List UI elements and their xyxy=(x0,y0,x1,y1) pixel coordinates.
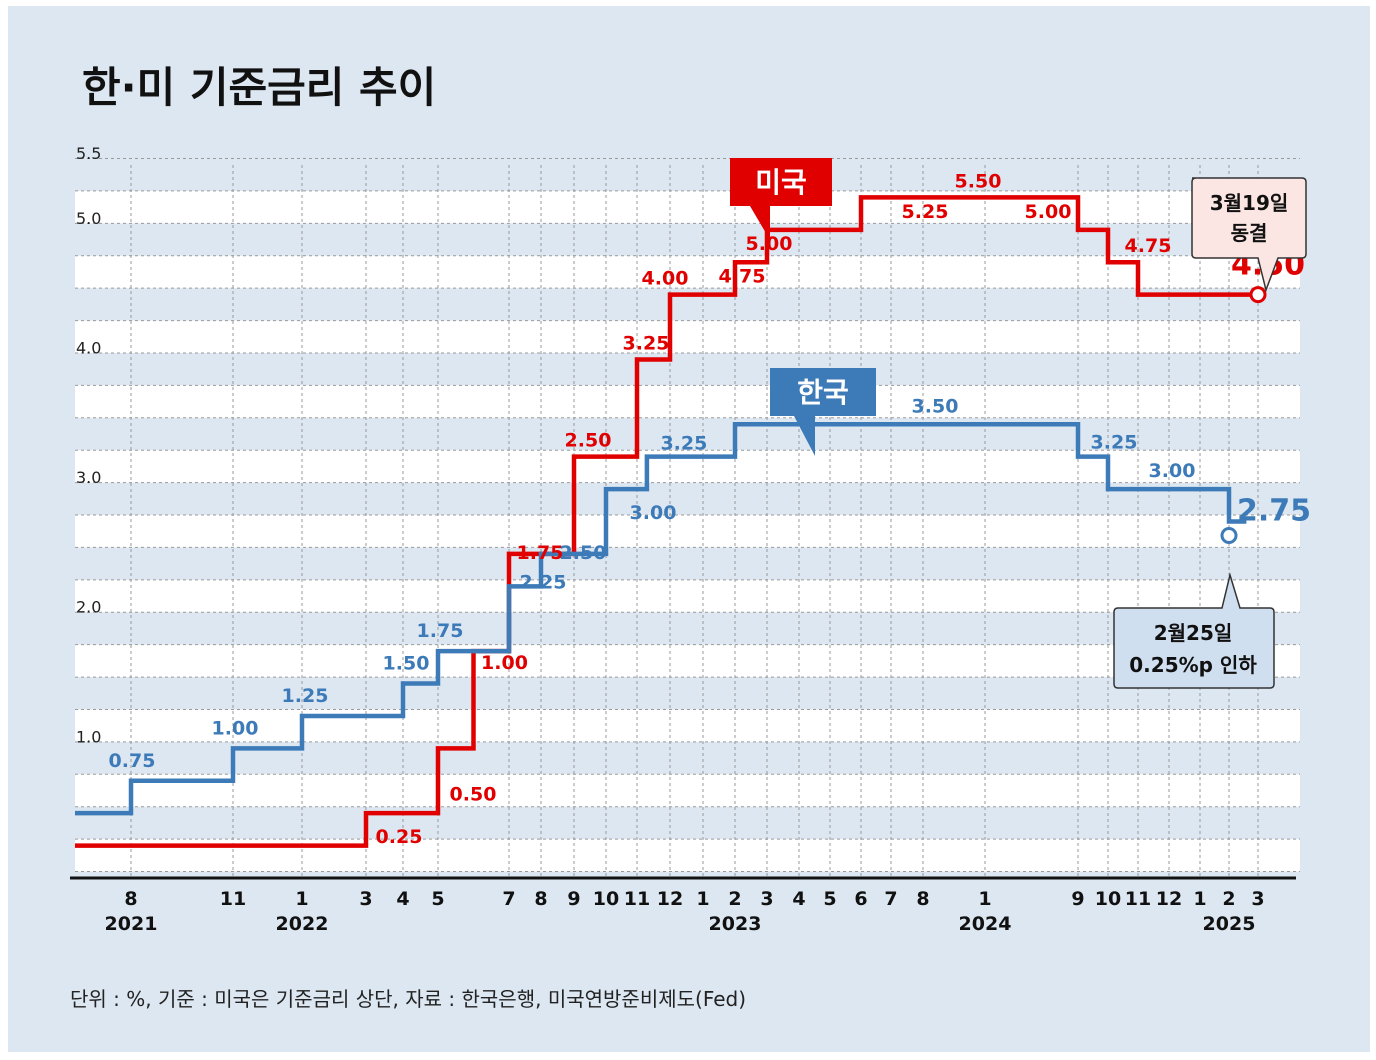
us-annotation-callout: 3월19일 동결 xyxy=(1191,177,1307,293)
kr-data-label: 1.00 xyxy=(212,717,259,739)
kr-data-label: 2.75 xyxy=(1237,494,1311,529)
x-tick-label: 12 xyxy=(1156,888,1182,910)
x-tick-label: 9 xyxy=(1071,888,1084,910)
kr-data-label: 1.25 xyxy=(282,685,329,707)
kr-data-label: 1.50 xyxy=(383,653,430,675)
kr-data-label: 1.75 xyxy=(417,620,464,642)
grid-band xyxy=(75,255,1300,289)
x-tick-label: 1 xyxy=(978,888,991,910)
grid-band xyxy=(75,709,1300,742)
plot-grid xyxy=(75,158,1300,878)
us-data-label: 5.25 xyxy=(902,201,949,223)
legend-us-shape xyxy=(730,158,832,240)
kr-data-label: 3.00 xyxy=(1149,460,1196,482)
kr-annotation-callout: 2월25일 0.25%p 인하 xyxy=(1113,572,1275,689)
x-tick-label: 8 xyxy=(916,888,929,910)
us-data-label: 1.75 xyxy=(517,542,564,564)
x-tick-label: 11 xyxy=(220,888,246,910)
grid-band xyxy=(75,579,1300,613)
y-tick-label: 2.0 xyxy=(76,598,101,617)
legend-us-label: 미국 xyxy=(755,166,807,199)
us-data-label: 5.50 xyxy=(955,170,1002,192)
x-year-label: 2022 xyxy=(276,913,329,935)
x-tick-label: 7 xyxy=(502,888,515,910)
us-data-label: 4.75 xyxy=(1125,235,1172,257)
footnote: 단위 : %, 기준 : 미국은 기준금리 상단, 자료 : 한국은행, 미국연… xyxy=(70,987,746,1011)
x-tick-label: 3 xyxy=(760,888,773,910)
x-tick-label: 11 xyxy=(624,888,650,910)
kr-data-label: 3.25 xyxy=(660,433,707,455)
grid-band xyxy=(75,774,1300,807)
x-tick-label: 1 xyxy=(295,888,308,910)
x-tick-label: 1 xyxy=(696,888,709,910)
x-tick-label: 10 xyxy=(593,888,619,910)
us-data-label: 4.75 xyxy=(719,266,766,288)
x-tick-label: 8 xyxy=(124,888,137,910)
x-tick-label: 8 xyxy=(534,888,547,910)
x-tick-label: 12 xyxy=(657,888,683,910)
y-tick-label: 3.0 xyxy=(76,468,101,487)
x-tick-label: 5 xyxy=(431,888,444,910)
us-annotation-line1: 3월19일 xyxy=(1210,191,1289,215)
kr-data-label: 0.75 xyxy=(109,750,156,772)
x-tick-label: 3 xyxy=(359,888,372,910)
legend-kr-label: 한국 xyxy=(797,376,849,409)
grid-band xyxy=(75,385,1300,418)
legend-kr-tag: 한국 xyxy=(770,368,876,456)
x-tick-label: 1 xyxy=(1193,888,1206,910)
kr-annotation-box xyxy=(1113,572,1275,689)
legend-us-tag: 미국 xyxy=(730,158,832,240)
legend-kr-shape xyxy=(770,368,876,456)
x-tick-label: 2 xyxy=(728,888,741,910)
us-data-label: 3.25 xyxy=(623,332,670,354)
x-tick-label: 11 xyxy=(1125,888,1151,910)
us-data-label: 0.25 xyxy=(376,826,423,848)
us-annotation-line2: 동결 xyxy=(1231,221,1268,245)
x-tick-label: 10 xyxy=(1095,888,1121,910)
kr-data-label: 2.50 xyxy=(560,542,607,564)
kr-annotation-line1: 2월25일 xyxy=(1154,621,1233,645)
us-data-label: 0.50 xyxy=(450,783,497,805)
us-data-label: 5.00 xyxy=(746,233,793,255)
us-data-label: 1.00 xyxy=(481,652,528,674)
x-tick-label: 4 xyxy=(396,888,409,910)
x-tick-label: 3 xyxy=(1251,888,1264,910)
x-tick-label: 4 xyxy=(792,888,805,910)
x-tick-label: 5 xyxy=(823,888,836,910)
x-year-label: 2021 xyxy=(105,913,158,935)
x-year-label: 2025 xyxy=(1203,913,1256,935)
x-tick-label: 6 xyxy=(854,888,867,910)
us-data-label: 5.00 xyxy=(1025,201,1072,223)
grid-band xyxy=(75,644,1300,678)
x-year-label: 2024 xyxy=(959,913,1012,935)
kr-data-label: 3.25 xyxy=(1091,432,1138,454)
kr-series-line xyxy=(75,422,1247,816)
grid-band xyxy=(75,320,1300,353)
grid-band xyxy=(75,190,1300,224)
kr-data-label: 3.00 xyxy=(630,502,677,524)
us-end-marker xyxy=(1249,286,1267,304)
x-year-label: 2023 xyxy=(709,913,762,935)
x-tick-label: 2 xyxy=(1222,888,1235,910)
kr-annotation-line2: 0.25%p 인하 xyxy=(1129,653,1257,677)
us-annotation-box xyxy=(1191,177,1307,293)
kr-data-label: 3.50 xyxy=(912,395,959,417)
series-lines xyxy=(75,195,1267,848)
y-tick-label: 4.0 xyxy=(76,338,101,357)
x-tick-label: 9 xyxy=(567,888,580,910)
us-series-line xyxy=(75,195,1258,848)
x-tick-label: 7 xyxy=(884,888,897,910)
kr-data-label: 2.25 xyxy=(520,571,567,593)
y-tick-label: 5.0 xyxy=(76,209,101,228)
us-data-label: 2.50 xyxy=(565,430,612,452)
y-tick-label: 1.0 xyxy=(76,727,101,746)
us-data-label: 4.00 xyxy=(642,268,689,290)
kr-end-marker xyxy=(1220,527,1238,544)
y-tick-label: 5.5 xyxy=(76,144,101,163)
chart-title: 한·미 기준금리 추이 xyxy=(82,63,436,112)
grid-band xyxy=(75,515,1300,548)
